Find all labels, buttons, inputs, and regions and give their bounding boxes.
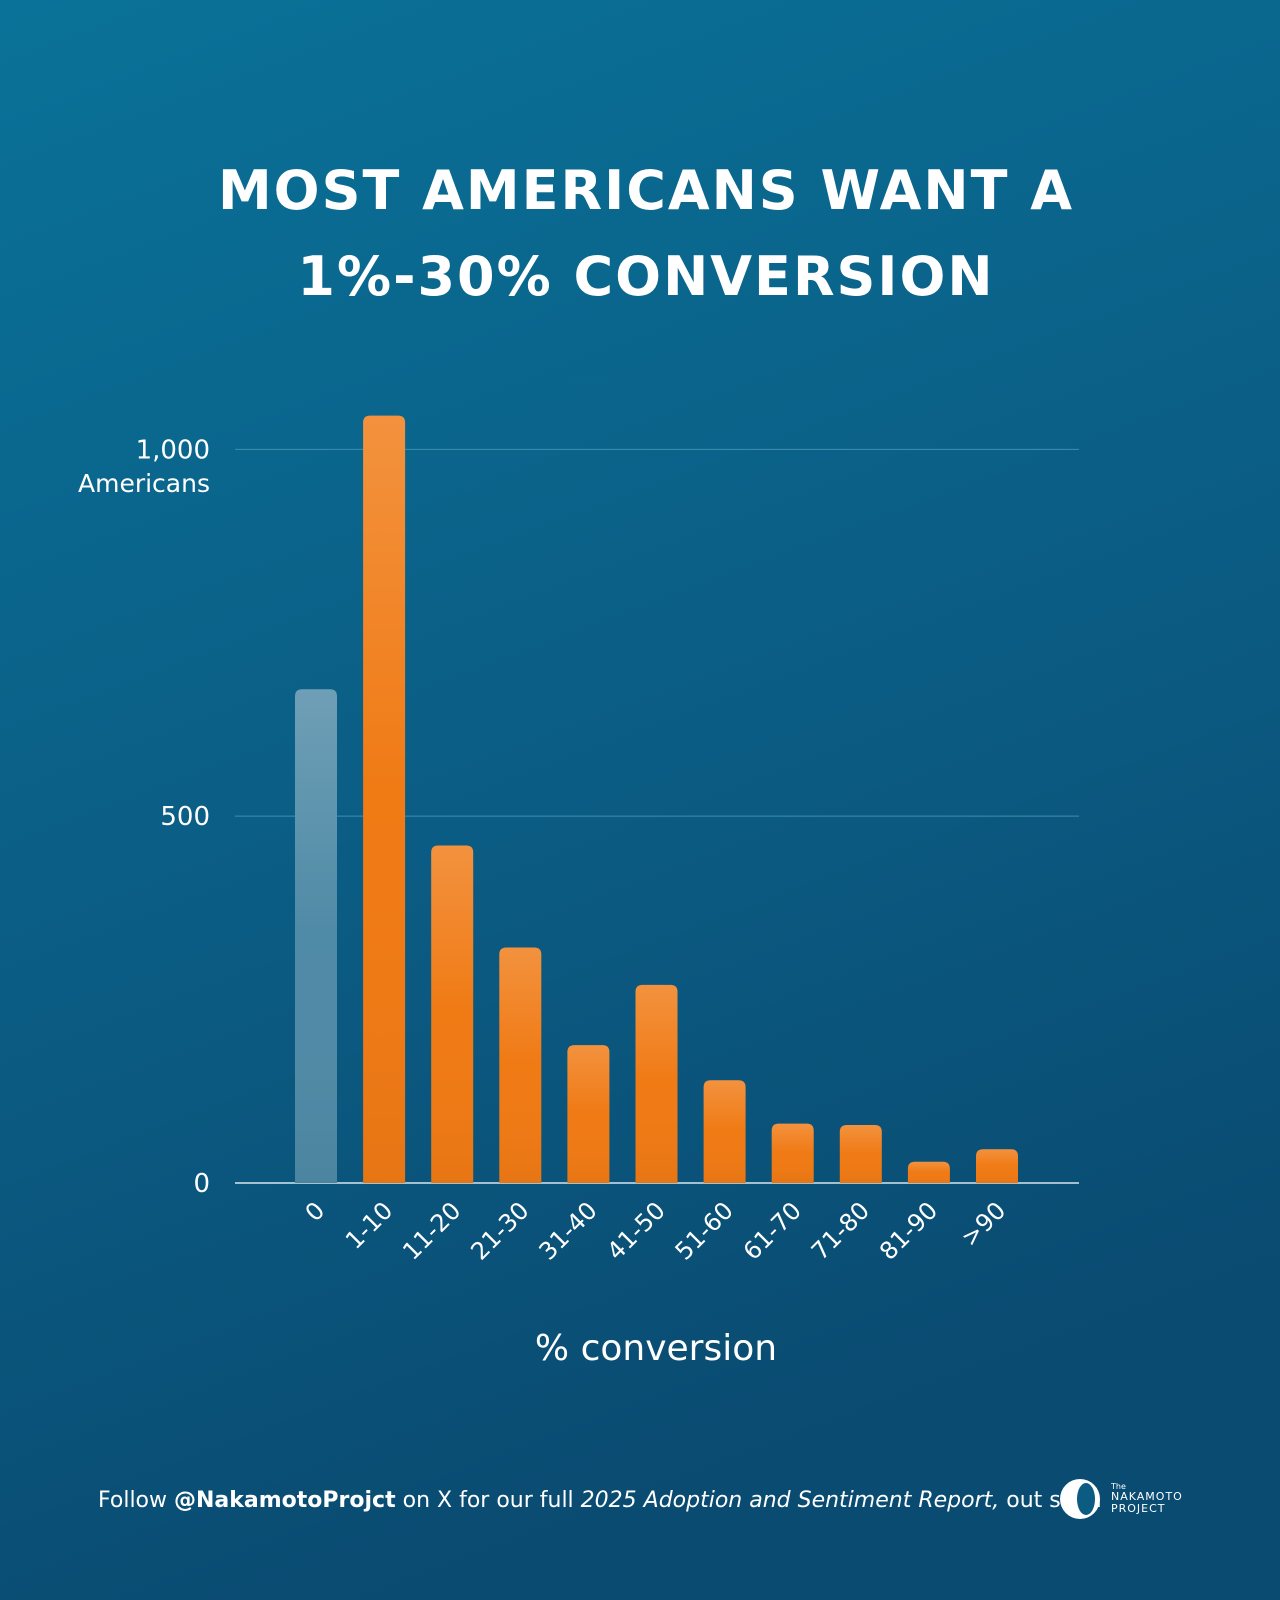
bar-shade [431,845,474,1183]
bar-shade [907,1161,950,1183]
bar-shade [499,947,542,1183]
footer-text: Follow @NakamotoProjct on X for our full… [98,1488,1102,1513]
x-axis-label: % conversion [535,1328,777,1369]
y-tick-label: 0 [193,1169,210,1199]
chart-title: 1%-30% CONVERSION [297,245,994,308]
bar-shade [363,415,406,1184]
bar-shade [567,1045,610,1183]
logo: The NAKAMOTO PROJECT [1060,1479,1183,1519]
footer-report: 2025 Adoption and Sentiment Report, [581,1488,1000,1513]
y-tick-label: 500 [160,802,210,832]
bar-shade [703,1080,746,1183]
footer-part: on X for our full [403,1488,574,1513]
logo-text: The [1110,1482,1126,1491]
bar-shade [295,689,337,1183]
chart-title: MOST AMERICANS WANT A [218,159,1074,222]
bar-shade [839,1125,882,1183]
y-tick-label: 1,000 [136,435,210,465]
footer-part: Follow [98,1488,167,1513]
footer-handle[interactable]: @NakamotoProjct [174,1488,396,1513]
logo-text: PROJECT [1111,1502,1166,1515]
logo-text: NAKAMOTO [1111,1490,1183,1503]
logo-mark [1077,1483,1095,1515]
y-axis-label: Americans [78,469,210,498]
bar-shade [976,1149,1018,1183]
bar-shade [771,1123,814,1183]
bar-shade [635,984,678,1183]
